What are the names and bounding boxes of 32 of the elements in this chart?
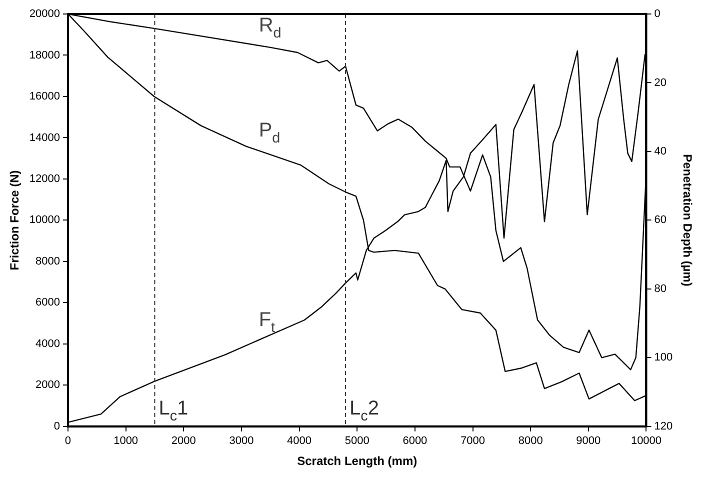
- y-tick-label: 2000: [36, 379, 60, 392]
- x-tick-label: 9000: [576, 435, 601, 448]
- y-tick-label: 16000: [29, 90, 60, 103]
- y-axis-title: Friction Force (N): [8, 170, 22, 270]
- y2-tick-label: 20: [654, 76, 666, 89]
- y2-tick-label: 100: [654, 352, 673, 364]
- y-tick-label: 0: [54, 420, 60, 432]
- y2-tick-label: 60: [654, 214, 666, 226]
- x-tick-label: 10000: [630, 435, 662, 448]
- x-tick-label: 3000: [229, 435, 254, 448]
- x-tick-label: 4000: [287, 435, 312, 448]
- x-tick-label: 6000: [402, 435, 428, 448]
- y2-tick-label: 120: [654, 420, 673, 432]
- x-axis-title: Scratch Length (mm): [297, 454, 418, 468]
- y-tick-label: 4000: [36, 338, 60, 350]
- x-tick-label: 7000: [460, 435, 486, 448]
- y-tick-label: 18000: [29, 49, 60, 62]
- y2-tick-label: 0: [654, 8, 660, 20]
- y-tick-label: 6000: [36, 296, 60, 309]
- x-tick-label: 2000: [171, 435, 196, 448]
- x-tick-label: 8000: [518, 435, 543, 448]
- x-tick-label: 5000: [344, 435, 370, 448]
- y2-tick-label: 40: [654, 146, 666, 158]
- y-tick-label: 14000: [29, 132, 60, 144]
- x-tick-label: 1000: [114, 435, 138, 448]
- y-tick-label: 20000: [29, 8, 60, 20]
- x-tick-label: 0: [64, 435, 72, 448]
- y2-tick-label: 80: [654, 282, 666, 295]
- y2-axis-title: Penetration Depth (µm): [680, 154, 694, 286]
- y-tick-label: 12000: [29, 172, 60, 185]
- y-tick-label: 10000: [29, 214, 60, 226]
- y-tick-label: 8000: [36, 255, 60, 268]
